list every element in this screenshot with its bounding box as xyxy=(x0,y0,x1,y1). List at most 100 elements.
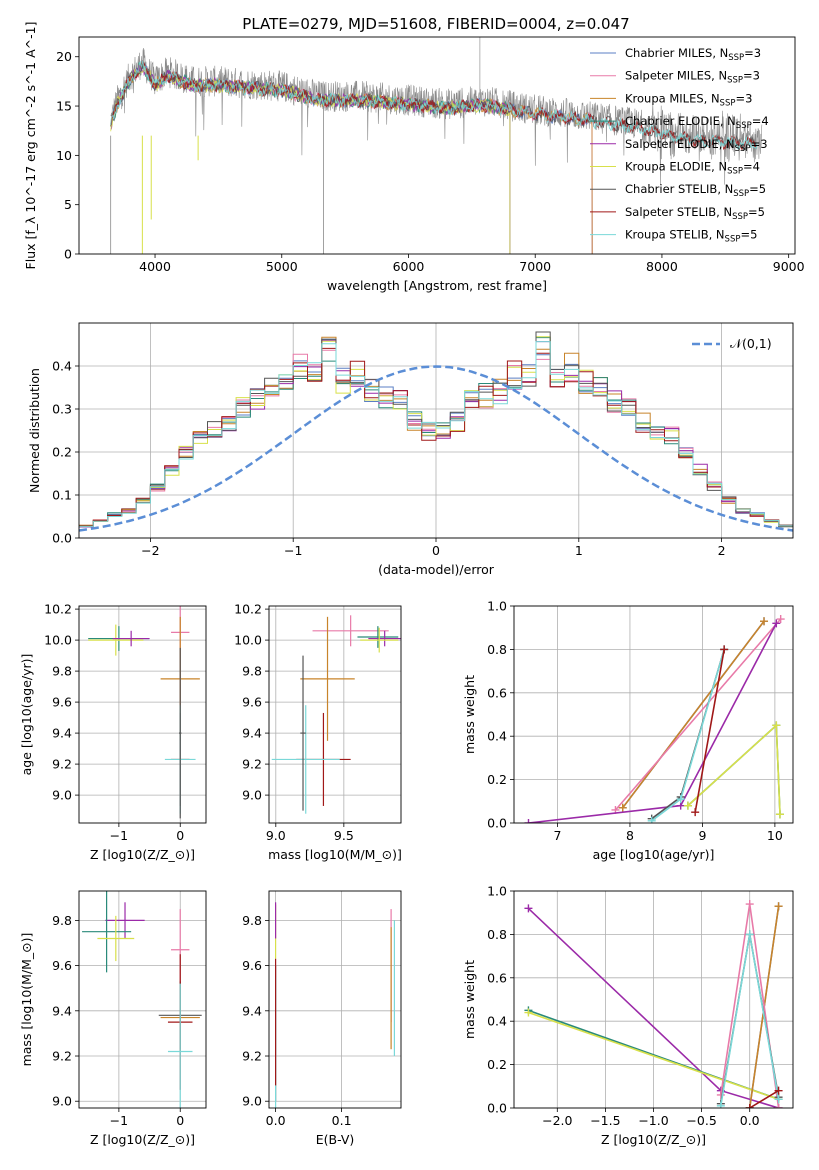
legend-label-value: =4 xyxy=(743,160,760,174)
legend-label-text: Chabrier STELIB, N xyxy=(625,182,733,196)
mass-vs-Z-axes: −1 0 9.0 9.2 9.4 9.6 9.8 Z [log10(Z/Z_⊙)] mass [… xyxy=(19,891,206,1147)
y-tick-label: 10.0 xyxy=(44,633,72,648)
x-axis-label: Z [log10(Z/Z_⊙)] xyxy=(601,1132,706,1147)
legend-label: 𝒩(0,1) xyxy=(730,336,772,351)
y-tick-label: 15 xyxy=(56,99,72,114)
x-axis-label: age [log10(age/yr)] xyxy=(593,847,715,862)
y-tick-label: 0.2 xyxy=(487,1057,507,1072)
weight-marker xyxy=(524,1008,533,1017)
residual-histogram-kroupa-elodie xyxy=(79,336,793,527)
x-tick-label: −1.0 xyxy=(638,1113,668,1128)
x-tick-label: 9 xyxy=(698,828,706,843)
y-tick-label: 9.8 xyxy=(242,664,262,679)
residuals-axes: −2 −1 0 1 2 0.0 0.1 0.2 0.3 0.4 (data-model)/error… xyxy=(27,323,793,577)
weight-marker xyxy=(524,904,533,913)
point-chabrier-stelib xyxy=(179,647,182,819)
mass-vs-ebv-axes: 0.0 0.1 9.0 9.2 9.4 9.6 9.8 E(B-V) xyxy=(242,891,401,1147)
y-axis-label: mass weight xyxy=(462,960,477,1039)
weight-line-kroupa-elodie xyxy=(687,723,781,815)
y-tick-label: 9.6 xyxy=(242,695,262,710)
legend-label-subscript: SSP xyxy=(720,98,736,108)
legend-label-subscript: SSP xyxy=(732,212,748,222)
age-vs-mass-plot-area xyxy=(271,615,401,814)
legend-label-text: Kroupa ELODIE, N xyxy=(625,160,727,174)
legend-label-value: =3 xyxy=(744,46,761,60)
y-tick-label: 10.2 xyxy=(44,602,72,617)
y-tick-label: 0.1 xyxy=(52,488,72,503)
y-tick-label: 9.0 xyxy=(242,1094,262,1109)
weight-line-chabrier-elodie xyxy=(687,723,781,815)
weight-marker xyxy=(745,900,754,909)
y-axis-label: age [log10(age/yr)] xyxy=(19,654,34,776)
figure-title: PLATE=0279, MJD=51608, FIBERID=0004, z=0… xyxy=(242,15,629,33)
y-tick-label: 9.2 xyxy=(242,1049,262,1064)
legend-label: Kroupa STELIB, NSSP=5 xyxy=(625,228,757,245)
legend-label-value: =5 xyxy=(740,228,757,242)
x-tick-label: 0 xyxy=(432,543,440,558)
legend-label-subscript: SSP xyxy=(733,189,749,199)
weight-line-kroupa-miles xyxy=(622,620,765,809)
point-kroupa-stelib xyxy=(167,983,193,1108)
legend-label: Chabrier STELIB, NSSP=5 xyxy=(625,182,766,199)
mass-vs-ebv-plot-area xyxy=(275,902,395,1108)
legend-label: Salpeter MILES, NSSP=3 xyxy=(625,69,760,86)
point-kroupa-elodie xyxy=(88,624,144,656)
point-salpeter-elodie xyxy=(105,902,145,939)
x-tick-label: 0 xyxy=(176,1113,184,1128)
age-vs-Z-frame xyxy=(78,605,207,824)
x-tick-label: 9000 xyxy=(773,259,805,274)
legend-label: Chabrier ELODIE, NSSP=4 xyxy=(625,114,769,131)
y-tick-label: 0.4 xyxy=(52,359,72,374)
x-tick-label: 8 xyxy=(626,828,634,843)
legend-label-value: =3 xyxy=(735,91,752,105)
weight-marker xyxy=(772,619,781,628)
model-fit-salpeter-miles xyxy=(110,61,593,254)
weight-marker xyxy=(775,810,784,819)
weight-line-kroupa-elodie xyxy=(528,1011,779,1101)
legend-label: Kroupa ELODIE, NSSP=4 xyxy=(625,160,760,177)
y-tick-label: 9.4 xyxy=(52,1003,72,1018)
x-tick-label: 7000 xyxy=(519,259,551,274)
y-tick-label: 0 xyxy=(64,247,72,262)
weight-marker xyxy=(524,819,533,823)
x-axis-label: E(B-V) xyxy=(316,1132,355,1147)
weight-marker xyxy=(720,645,729,654)
mass-vs-ebv-frame xyxy=(268,890,402,1109)
weight-marker xyxy=(774,902,783,911)
x-tick-label: 9.0 xyxy=(266,828,286,843)
x-axis-label: Z [log10(Z/Z_⊙)] xyxy=(90,847,195,862)
y-tick-label: 5 xyxy=(64,197,72,212)
plots-container: 4000 5000 6000 7000 8000 900005101520waveleng… xyxy=(19,22,805,1147)
residuals-plot-area xyxy=(79,331,793,532)
legend-label: Salpeter ELODIE, NSSP=3 xyxy=(625,137,768,154)
x-tick-label: 6000 xyxy=(393,259,425,274)
weight-marker xyxy=(760,617,769,626)
mass-vs-Z-frame xyxy=(78,890,207,1109)
y-tick-label: 9.0 xyxy=(242,788,262,803)
x-tick-label: 0.1 xyxy=(332,1113,352,1128)
weight-marker xyxy=(774,1104,783,1108)
point-salpeter-elodie xyxy=(368,630,401,647)
y-tick-label: 9.6 xyxy=(242,958,262,973)
x-tick-label: 4000 xyxy=(139,259,171,274)
x-tick-label: 5000 xyxy=(266,259,298,274)
y-axis-label: Normed distribution xyxy=(27,368,42,493)
x-tick-label: −1.5 xyxy=(590,1113,620,1128)
weight-marker xyxy=(676,795,685,804)
y-tick-label: 0.6 xyxy=(487,685,507,700)
y-tick-label: 0.4 xyxy=(487,729,507,744)
spectrum-plot-area xyxy=(110,37,763,254)
y-axis-label: mass weight xyxy=(462,675,477,754)
point-kroupa-elodie xyxy=(360,627,399,653)
legend-label-value: =5 xyxy=(749,182,766,196)
weight-vs-age-axes: 7 8 9 10 0.0 0.2 0.4 0.6 0.8 1.0 age [log10(age/yr… xyxy=(462,599,793,862)
y-tick-label: 9.8 xyxy=(52,913,72,928)
spectrum-frame xyxy=(78,36,796,255)
x-tick-label: 7 xyxy=(554,828,562,843)
x-tick-label: 0.0 xyxy=(740,1113,760,1128)
legend-label-text: Chabrier ELODIE, N xyxy=(625,114,736,128)
y-tick-label: 9.4 xyxy=(52,726,72,741)
point-chabrier-elodie xyxy=(357,626,399,648)
model-fit-kroupa-elodie xyxy=(110,67,511,254)
model-fit-chabrier-miles xyxy=(110,63,593,254)
